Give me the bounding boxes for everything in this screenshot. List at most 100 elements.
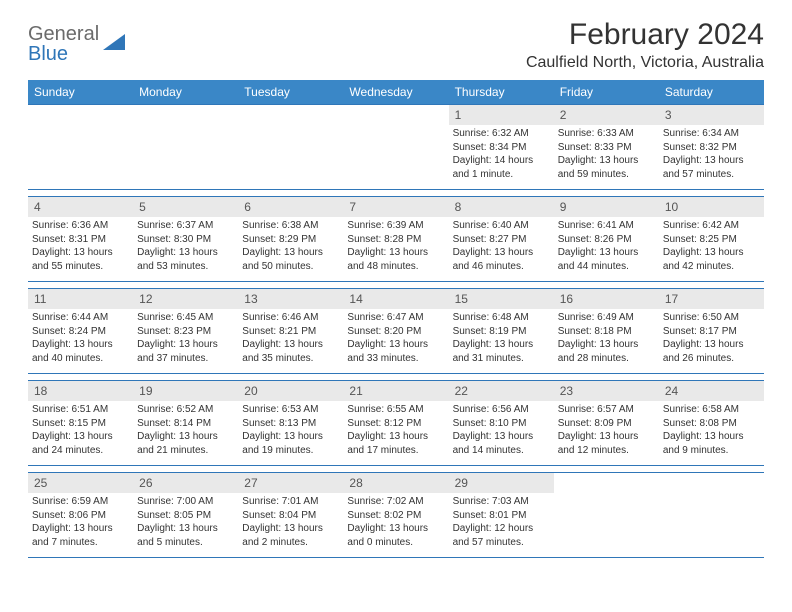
week-row: 18Sunrise: 6:51 AMSunset: 8:15 PMDayligh… (28, 380, 764, 466)
day-line: Sunrise: 6:34 AM (663, 127, 760, 141)
day-body: Sunrise: 6:55 AMSunset: 8:12 PMDaylight:… (343, 401, 448, 461)
day-line: Sunset: 8:24 PM (32, 325, 129, 339)
day-line: Sunrise: 6:32 AM (453, 127, 550, 141)
logo: General Blue (28, 18, 129, 64)
day-line: Sunset: 8:32 PM (663, 141, 760, 155)
day-line: Sunset: 8:18 PM (558, 325, 655, 339)
day-line: Daylight: 13 hours and 28 minutes. (558, 338, 655, 365)
day-line: Daylight: 13 hours and 53 minutes. (137, 246, 234, 273)
day-body: Sunrise: 6:42 AMSunset: 8:25 PMDaylight:… (659, 217, 764, 277)
day-body: Sunrise: 7:02 AMSunset: 8:02 PMDaylight:… (343, 493, 448, 553)
day-number: 5 (133, 197, 238, 217)
day-cell: 26Sunrise: 7:00 AMSunset: 8:05 PMDayligh… (133, 473, 238, 557)
day-body (133, 125, 238, 131)
day-line: Sunset: 8:10 PM (453, 417, 550, 431)
day-number (133, 105, 238, 125)
day-line: Daylight: 13 hours and 50 minutes. (242, 246, 339, 273)
day-of-week-cell: Sunday (28, 80, 133, 104)
day-body: Sunrise: 6:50 AMSunset: 8:17 PMDaylight:… (659, 309, 764, 369)
day-line: Daylight: 13 hours and 33 minutes. (347, 338, 444, 365)
day-cell: 24Sunrise: 6:58 AMSunset: 8:08 PMDayligh… (659, 381, 764, 465)
day-line: Daylight: 13 hours and 26 minutes. (663, 338, 760, 365)
day-line: Daylight: 12 hours and 57 minutes. (453, 522, 550, 549)
day-line: Sunrise: 6:51 AM (32, 403, 129, 417)
day-line: Sunrise: 6:47 AM (347, 311, 444, 325)
day-body: Sunrise: 6:48 AMSunset: 8:19 PMDaylight:… (449, 309, 554, 369)
day-line: Sunset: 8:01 PM (453, 509, 550, 523)
day-line: Sunset: 8:19 PM (453, 325, 550, 339)
day-cell (659, 473, 764, 557)
logo-text-1: General (28, 24, 99, 44)
day-cell: 14Sunrise: 6:47 AMSunset: 8:20 PMDayligh… (343, 289, 448, 373)
day-line: Sunrise: 6:56 AM (453, 403, 550, 417)
day-cell: 5Sunrise: 6:37 AMSunset: 8:30 PMDaylight… (133, 197, 238, 281)
day-line: Daylight: 13 hours and 0 minutes. (347, 522, 444, 549)
day-line: Daylight: 13 hours and 14 minutes. (453, 430, 550, 457)
day-number: 29 (449, 473, 554, 493)
day-line: Sunset: 8:34 PM (453, 141, 550, 155)
day-cell: 17Sunrise: 6:50 AMSunset: 8:17 PMDayligh… (659, 289, 764, 373)
day-cell: 18Sunrise: 6:51 AMSunset: 8:15 PMDayligh… (28, 381, 133, 465)
day-of-week-cell: Tuesday (238, 80, 343, 104)
day-line: Sunrise: 6:33 AM (558, 127, 655, 141)
day-line: Sunset: 8:25 PM (663, 233, 760, 247)
day-line: Sunrise: 6:39 AM (347, 219, 444, 233)
day-number: 16 (554, 289, 659, 309)
day-line: Sunset: 8:14 PM (137, 417, 234, 431)
day-body: Sunrise: 7:00 AMSunset: 8:05 PMDaylight:… (133, 493, 238, 553)
day-number: 22 (449, 381, 554, 401)
day-line: Daylight: 13 hours and 37 minutes. (137, 338, 234, 365)
day-line: Daylight: 13 hours and 42 minutes. (663, 246, 760, 273)
month-title: February 2024 (526, 18, 764, 52)
day-body: Sunrise: 6:53 AMSunset: 8:13 PMDaylight:… (238, 401, 343, 461)
day-body: Sunrise: 6:34 AMSunset: 8:32 PMDaylight:… (659, 125, 764, 185)
day-line: Sunset: 8:29 PM (242, 233, 339, 247)
day-cell (554, 473, 659, 557)
day-number: 26 (133, 473, 238, 493)
day-body: Sunrise: 6:47 AMSunset: 8:20 PMDaylight:… (343, 309, 448, 369)
day-line: Sunset: 8:17 PM (663, 325, 760, 339)
day-cell: 2Sunrise: 6:33 AMSunset: 8:33 PMDaylight… (554, 105, 659, 189)
day-line: Daylight: 13 hours and 35 minutes. (242, 338, 339, 365)
day-line: Daylight: 13 hours and 2 minutes. (242, 522, 339, 549)
day-cell (28, 105, 133, 189)
day-body: Sunrise: 6:45 AMSunset: 8:23 PMDaylight:… (133, 309, 238, 369)
day-line: Sunrise: 6:44 AM (32, 311, 129, 325)
day-body (343, 125, 448, 131)
header: General Blue February 2024 Caulfield Nor… (28, 18, 764, 72)
day-cell: 3Sunrise: 6:34 AMSunset: 8:32 PMDaylight… (659, 105, 764, 189)
day-line: Sunrise: 6:50 AM (663, 311, 760, 325)
day-body: Sunrise: 6:40 AMSunset: 8:27 PMDaylight:… (449, 217, 554, 277)
day-line: Sunrise: 6:57 AM (558, 403, 655, 417)
day-of-week-cell: Monday (133, 80, 238, 104)
day-cell: 10Sunrise: 6:42 AMSunset: 8:25 PMDayligh… (659, 197, 764, 281)
day-number (28, 105, 133, 125)
day-cell (238, 105, 343, 189)
day-line: Sunset: 8:06 PM (32, 509, 129, 523)
week-row: 25Sunrise: 6:59 AMSunset: 8:06 PMDayligh… (28, 472, 764, 558)
day-line: Daylight: 13 hours and 7 minutes. (32, 522, 129, 549)
logo-text-2: Blue (28, 44, 99, 64)
day-number: 15 (449, 289, 554, 309)
day-line: Sunrise: 7:02 AM (347, 495, 444, 509)
day-line: Sunset: 8:12 PM (347, 417, 444, 431)
day-number: 4 (28, 197, 133, 217)
day-cell: 15Sunrise: 6:48 AMSunset: 8:19 PMDayligh… (449, 289, 554, 373)
day-cell: 22 Sunrise: 6:56 AMSunset: 8:10 PMDayligh… (449, 381, 554, 465)
day-cell: 23Sunrise: 6:57 AMSunset: 8:09 PMDayligh… (554, 381, 659, 465)
day-line: Sunset: 8:30 PM (137, 233, 234, 247)
day-line: Daylight: 13 hours and 40 minutes. (32, 338, 129, 365)
day-line: Sunrise: 6:49 AM (558, 311, 655, 325)
day-body (554, 493, 659, 499)
day-cell: 4Sunrise: 6:36 AMSunset: 8:31 PMDaylight… (28, 197, 133, 281)
day-body: Sunrise: 6:36 AMSunset: 8:31 PMDaylight:… (28, 217, 133, 277)
day-cell: 27Sunrise: 7:01 AMSunset: 8:04 PMDayligh… (238, 473, 343, 557)
day-line: Sunset: 8:02 PM (347, 509, 444, 523)
day-line: Daylight: 13 hours and 17 minutes. (347, 430, 444, 457)
day-number: 13 (238, 289, 343, 309)
day-line: Daylight: 13 hours and 46 minutes. (453, 246, 550, 273)
day-number: 1 (449, 105, 554, 125)
day-body: Sunrise: 6:32 AMSunset: 8:34 PMDaylight:… (449, 125, 554, 185)
day-line: Sunrise: 6:45 AM (137, 311, 234, 325)
day-line: Daylight: 13 hours and 57 minutes. (663, 154, 760, 181)
